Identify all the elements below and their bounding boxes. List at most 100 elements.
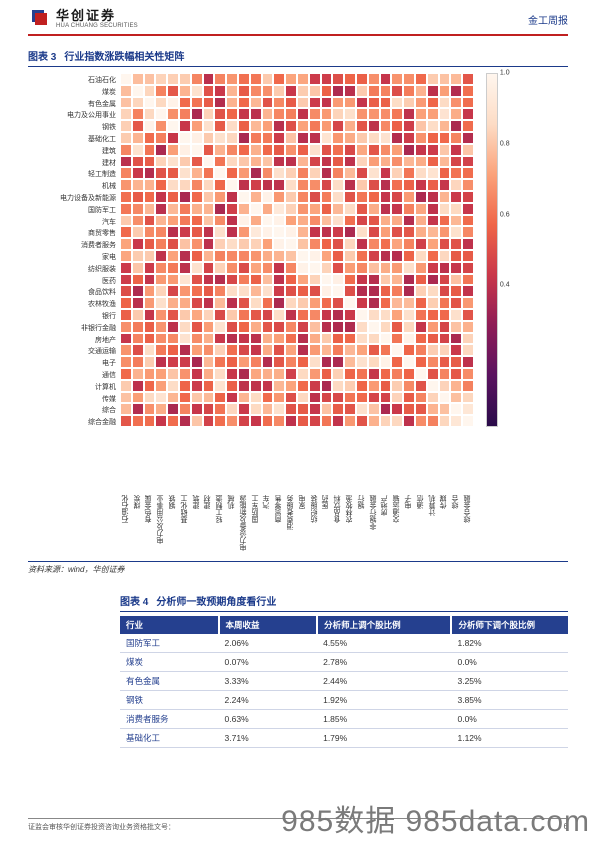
heatmap-cell <box>297 392 309 404</box>
heatmap-x-label: 纺织服装 <box>310 495 320 557</box>
heatmap-cell <box>273 415 285 427</box>
heatmap-cell <box>368 108 380 120</box>
heatmap-y-label: 机械 <box>60 181 116 193</box>
heatmap-cell <box>238 203 250 215</box>
heatmap-cell <box>262 392 274 404</box>
heatmap-cell <box>226 415 238 427</box>
heatmap-cell <box>462 309 474 321</box>
heatmap-cell <box>179 179 191 191</box>
table-cell: 消费者服务 <box>120 710 219 729</box>
heatmap-cell <box>262 203 274 215</box>
heatmap-cell <box>214 120 226 132</box>
heatmap-cell <box>321 179 333 191</box>
heatmap-cell <box>380 191 392 203</box>
heatmap-cell <box>403 120 415 132</box>
heatmap-cell <box>120 156 132 168</box>
heatmap-cell <box>403 226 415 238</box>
heatmap-y-label: 建筑 <box>60 146 116 158</box>
heatmap-cell <box>368 226 380 238</box>
heatmap-cell <box>214 191 226 203</box>
heatmap-cell <box>297 97 309 109</box>
heatmap-cell <box>344 203 356 215</box>
heatmap-y-label: 煤炭 <box>60 87 116 99</box>
heatmap-cell <box>321 309 333 321</box>
heatmap-cell <box>368 167 380 179</box>
heatmap-cell <box>344 285 356 297</box>
heatmap-cell <box>356 250 368 262</box>
heatmap-cell <box>380 203 392 215</box>
heatmap-cell <box>332 120 344 132</box>
heatmap-cell <box>285 250 297 262</box>
heatmap-cell <box>155 250 167 262</box>
heatmap-cell <box>214 415 226 427</box>
heatmap-cell <box>214 356 226 368</box>
heatmap-cell <box>273 333 285 345</box>
heatmap-cell <box>427 403 439 415</box>
heatmap-cell <box>297 73 309 85</box>
table-header: 分析师上调个股比例 <box>317 616 451 634</box>
heatmap-cell <box>450 132 462 144</box>
heatmap-cell <box>427 285 439 297</box>
heatmap-cell <box>309 156 321 168</box>
heatmap-cell <box>285 144 297 156</box>
heatmap-cell <box>191 226 203 238</box>
heatmap-cell <box>403 368 415 380</box>
heatmap-cell <box>191 344 203 356</box>
heatmap-cell <box>250 203 262 215</box>
heatmap-cell <box>132 120 144 132</box>
heatmap-cell <box>226 132 238 144</box>
heatmap-cell <box>439 380 451 392</box>
heatmap-cell <box>332 108 344 120</box>
heatmap-cell <box>309 250 321 262</box>
heatmap-cell <box>380 132 392 144</box>
heatmap-cell <box>191 333 203 345</box>
heatmap-cell <box>250 333 262 345</box>
heatmap-cell <box>368 120 380 132</box>
chart3-source: 资料来源：wind，华创证券 <box>28 561 568 575</box>
heatmap-cell <box>250 321 262 333</box>
heatmap-cell <box>262 156 274 168</box>
heatmap-cell <box>203 297 215 309</box>
heatmap-cell <box>179 262 191 274</box>
heatmap-cell <box>238 356 250 368</box>
heatmap-cell <box>297 285 309 297</box>
heatmap-cell <box>356 132 368 144</box>
heatmap-cell <box>203 321 215 333</box>
heatmap-x-label: 计算机 <box>428 495 438 557</box>
heatmap-cell <box>450 285 462 297</box>
heatmap-cell <box>297 356 309 368</box>
heatmap-cell <box>144 368 156 380</box>
heatmap-cell <box>356 321 368 333</box>
heatmap-cell <box>155 356 167 368</box>
heatmap-cell <box>391 274 403 286</box>
heatmap-cell <box>250 356 262 368</box>
heatmap-cell <box>144 238 156 250</box>
heatmap-cell <box>179 380 191 392</box>
heatmap-cell <box>214 144 226 156</box>
heatmap-cell <box>427 250 439 262</box>
heatmap-x-label: 综合金融 <box>463 495 473 557</box>
heatmap-cell <box>238 191 250 203</box>
heatmap-y-labels: 石油石化煤炭有色金属电力及公用事业钢铁基础化工建筑建材轻工制造机械电力设备及新能… <box>60 73 120 427</box>
heatmap-cell <box>214 380 226 392</box>
heatmap-cell <box>191 250 203 262</box>
heatmap-cell <box>214 392 226 404</box>
heatmap-cell <box>368 156 380 168</box>
heatmap-cell <box>144 356 156 368</box>
table-cell: 1.92% <box>317 691 451 710</box>
logo-cn: 华创证券 <box>56 9 138 23</box>
heatmap-cell <box>273 73 285 85</box>
heatmap-cell <box>403 297 415 309</box>
heatmap-cell <box>309 238 321 250</box>
heatmap-cell <box>238 144 250 156</box>
heatmap-cell <box>191 120 203 132</box>
heatmap-cell <box>155 191 167 203</box>
heatmap-cell <box>391 344 403 356</box>
heatmap-cell <box>450 203 462 215</box>
heatmap-cell <box>214 250 226 262</box>
heatmap-cell <box>380 392 392 404</box>
heatmap-cell <box>344 108 356 120</box>
heatmap-cell <box>262 144 274 156</box>
heatmap-cell <box>368 203 380 215</box>
heatmap-cell <box>368 392 380 404</box>
